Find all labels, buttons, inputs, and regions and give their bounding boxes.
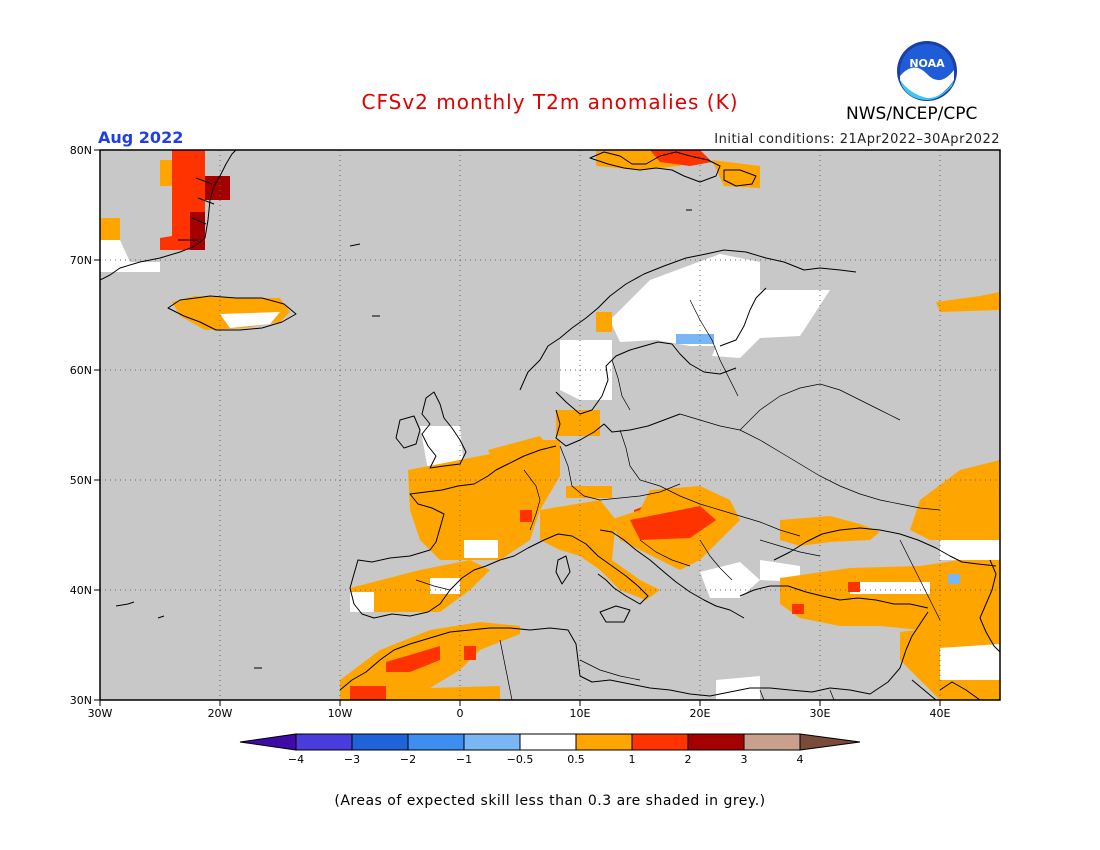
- balkan-white: [700, 562, 760, 598]
- colorbar-label: 0.5: [567, 753, 585, 766]
- lon-label: 0: [457, 707, 464, 720]
- agency-label: NWS/NCEP/CPC: [846, 104, 978, 124]
- colorbar-cell: [463, 733, 521, 751]
- map-frame: [99, 149, 1001, 701]
- graticule: [100, 150, 1000, 700]
- lon-label: 40E: [930, 707, 951, 720]
- footnote: (Areas of expected skill less than 0.3 a…: [334, 793, 766, 809]
- lon-label: 20W: [208, 707, 233, 720]
- greenland-white: [100, 240, 160, 272]
- lon-label: 30E: [810, 707, 831, 720]
- algeria-red-2: [464, 646, 476, 660]
- lat-label: 50N: [70, 474, 92, 487]
- logo-text: NOAA: [909, 57, 945, 70]
- chart-title: CFSv2 monthly T2m anomalies (K): [361, 90, 739, 114]
- west-europe-orange: [408, 440, 560, 560]
- finland-blue: [676, 334, 714, 344]
- italy-orange: [540, 500, 660, 600]
- colorbar-cell: [575, 733, 633, 751]
- turkey-orange: [780, 560, 1000, 640]
- egypt-white: [716, 676, 760, 700]
- lat-label: 40N: [70, 584, 92, 597]
- scandinavia-white-2: [712, 290, 830, 358]
- colorbar-label: −0.5: [507, 753, 534, 766]
- russia-orange: [910, 460, 1000, 540]
- benelux-orange: [488, 436, 556, 470]
- colorbar-label: 2: [685, 753, 692, 766]
- colorbar-label: −4: [288, 753, 304, 766]
- svalbard-red: [650, 150, 712, 166]
- lat-label: 60N: [70, 364, 92, 377]
- lat-label: 70N: [70, 254, 92, 267]
- forecast-period: Aug 2022: [98, 128, 184, 147]
- colorbar-cell: [519, 733, 577, 751]
- colorbar-label: 4: [797, 753, 804, 766]
- lat-label: 30N: [70, 694, 92, 707]
- colorbar-label: 3: [741, 753, 748, 766]
- austria-orange: [566, 486, 612, 498]
- caucasus-blue: [948, 574, 960, 584]
- ukraine-orange: [780, 516, 880, 546]
- scandinavia-white: [610, 254, 760, 346]
- colorbar-label: −2: [400, 753, 416, 766]
- colorbar-labels: −4 −3 −2 −1 −0.5 0.5 1 2 3 4: [288, 753, 804, 766]
- lon-label: 10W: [328, 707, 353, 720]
- colorbar-cell: [407, 733, 465, 751]
- balkan-red: [630, 506, 716, 540]
- islands: [115, 209, 692, 669]
- iberia-orange: [350, 560, 490, 612]
- iberia-white-2: [430, 578, 460, 594]
- axis-ticks: [94, 149, 941, 706]
- colorbar-cell: [743, 733, 801, 751]
- turkey-red: [792, 604, 804, 614]
- colorbar-cell: [631, 733, 689, 751]
- middle-east-white: [940, 644, 1000, 680]
- denmark-orange: [556, 410, 600, 436]
- colorbar-cell: [295, 733, 353, 751]
- lon-label: 30W: [88, 707, 113, 720]
- kola-orange: [936, 292, 1000, 312]
- franz-josef-anomaly: [712, 160, 760, 188]
- turkey-grey-white: [760, 560, 800, 582]
- switzerland-red: [520, 510, 532, 522]
- turkey-white: [850, 582, 930, 594]
- lon-label: 20E: [690, 707, 711, 720]
- colorbar-label: −3: [344, 753, 360, 766]
- colorbar-label: −1: [456, 753, 472, 766]
- lat-labels: 80N 70N 60N 50N 40N 30N: [70, 144, 92, 707]
- morocco-red: [386, 646, 440, 672]
- algeria-red: [350, 686, 386, 700]
- colorbar: [239, 733, 861, 751]
- colorbar-label: 1: [629, 753, 636, 766]
- russia-white: [940, 540, 1000, 560]
- country-borders: [415, 299, 941, 700]
- colorbar-low-arrow: [239, 733, 297, 751]
- uk-white: [420, 426, 464, 470]
- greenland-orange: [160, 160, 172, 186]
- turkey-red-2: [848, 582, 860, 592]
- lon-labels: 30W 20W 10W 0 10E 20E 30E 40E: [88, 707, 951, 720]
- colorbar-cell: [351, 733, 409, 751]
- lon-label: 10E: [570, 707, 591, 720]
- colorbar-cell: [687, 733, 745, 751]
- iceland-white: [220, 312, 280, 328]
- initial-conditions: Initial conditions: 21Apr2022–30Apr2022: [714, 132, 1000, 147]
- france-white: [464, 540, 498, 558]
- norway-orange: [596, 312, 612, 332]
- colorbar-high-arrow: [799, 733, 861, 751]
- noaa-logo-icon: NOAA: [896, 40, 958, 106]
- lat-label: 80N: [70, 144, 92, 157]
